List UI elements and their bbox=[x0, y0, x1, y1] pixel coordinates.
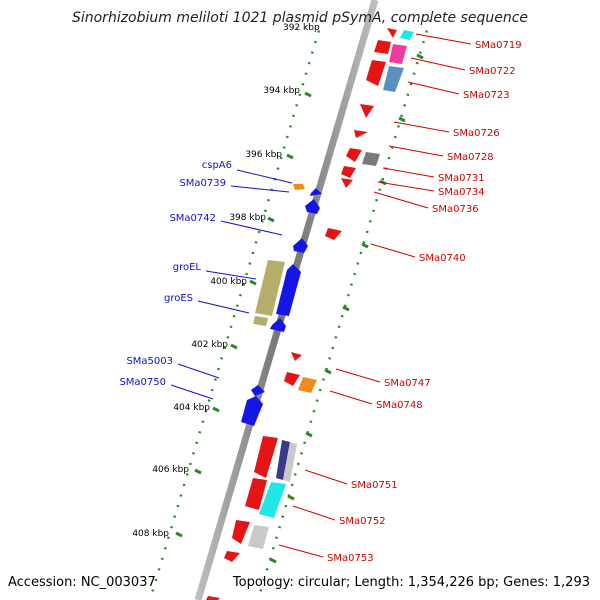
gene-arrow-groEL-yellow bbox=[255, 260, 285, 316]
gene-arrow-SMa0734 bbox=[341, 166, 356, 178]
tick-label-408: 408 kbp bbox=[132, 529, 169, 539]
gene-arrow-SMa0751 bbox=[254, 436, 278, 478]
label-SMa0750: SMa0750 bbox=[119, 377, 166, 388]
outer-dotted-track bbox=[256, 19, 432, 600]
tick-label-398: 398 kbp bbox=[229, 213, 266, 223]
label-SMa5003: SMa5003 bbox=[126, 356, 173, 367]
gene-arrow-SMa0753 bbox=[232, 520, 250, 544]
label-SMa0742: SMa0742 bbox=[169, 213, 216, 224]
reverse-labels: SMa0719 SMa0722 SMa0723 SMa0726 SMa0728 … bbox=[278, 33, 522, 564]
gene-arrow-groEL-blue bbox=[276, 264, 301, 316]
tick-label-394: 394 kbp bbox=[263, 86, 300, 96]
tick-label-406: 406 kbp bbox=[152, 465, 189, 475]
gene-arrow-a bbox=[293, 238, 308, 253]
gene-arrow-SMa0751-navy bbox=[276, 440, 290, 480]
tick-label-402: 402 kbp bbox=[191, 340, 228, 350]
label-SMa0740: SMa0740 bbox=[419, 253, 466, 264]
gene-arrow-SMa0719 bbox=[374, 40, 391, 54]
gene-arrow-top bbox=[387, 28, 397, 38]
tick-label-400: 400 kbp bbox=[210, 277, 247, 287]
tick-label-396: 396 kbp bbox=[245, 150, 282, 160]
gene-arrow-SMa0751-grey bbox=[283, 442, 297, 482]
gene-arrow-SMa0739 bbox=[310, 188, 322, 196]
forward-strand-genes bbox=[241, 184, 322, 426]
gene-arrow-SMa0723 bbox=[383, 66, 404, 92]
label-SMa0747: SMa0747 bbox=[384, 378, 431, 389]
gene-arrow-SMa0747 bbox=[291, 352, 302, 361]
label-SMa0739: SMa0739 bbox=[179, 178, 226, 189]
gene-arrow-SMa0726 bbox=[360, 104, 374, 118]
label-cspA6: cspA6 bbox=[202, 160, 232, 171]
gene-arrow-groES-blue bbox=[270, 318, 286, 332]
forward-labels: cspA6 SMa0739 SMa0742 groEL groES SMa500… bbox=[119, 160, 293, 400]
label-SMa0726: SMa0726 bbox=[453, 128, 500, 139]
reverse-strand-genes bbox=[206, 28, 414, 600]
gene-arrow-SMa0740 bbox=[325, 228, 342, 240]
gene-arrow-groES-yellow bbox=[253, 316, 268, 326]
label-SMa0752: SMa0752 bbox=[339, 516, 386, 527]
gene-arrow-SMa0736 bbox=[341, 178, 353, 188]
gene-arrow-cspA6 bbox=[293, 184, 305, 190]
label-SMa0722: SMa0722 bbox=[469, 66, 516, 77]
label-SMa0723: SMa0723 bbox=[463, 90, 510, 101]
accession-text: Accession: NC_003037 bbox=[8, 575, 156, 590]
gene-arrow-SMa0722 bbox=[366, 60, 386, 86]
gene-arrow-SMa0747-b bbox=[284, 372, 300, 386]
tick-label-404: 404 kbp bbox=[173, 403, 210, 413]
gene-arrow-SMa0728 bbox=[354, 130, 368, 138]
gene-arrow-SMa0731-grey bbox=[362, 152, 380, 166]
gene-arrow-SMa5003 bbox=[251, 385, 265, 396]
gene-arrow-top-cyan bbox=[400, 30, 414, 40]
gene-arrow-SMa0719-magenta bbox=[389, 44, 407, 64]
gene-arrow-SMa0752 bbox=[245, 478, 267, 510]
gene-arrow-SMa0742 bbox=[305, 199, 320, 214]
label-SMa0748: SMa0748 bbox=[376, 400, 423, 411]
topology-text: Topology: circular; Length: 1,354,226 bp… bbox=[232, 575, 590, 590]
label-SMa0719: SMa0719 bbox=[475, 40, 522, 51]
label-groES: groES bbox=[164, 293, 193, 304]
label-SMa0734: SMa0734 bbox=[438, 187, 485, 198]
label-groEL: groEL bbox=[173, 262, 202, 273]
inner-dotted-track bbox=[148, 19, 324, 600]
gene-arrow-edge bbox=[206, 596, 220, 600]
gene-arrow-bottom bbox=[224, 551, 240, 562]
gene-arrow-SMa0750 bbox=[241, 396, 263, 426]
map-title: Sinorhizobium meliloti 1021 plasmid pSym… bbox=[72, 10, 528, 26]
label-SMa0751: SMa0751 bbox=[351, 480, 398, 491]
tick-label-392: 392 kbp bbox=[283, 23, 320, 33]
gene-arrow-SMa0748 bbox=[298, 377, 317, 393]
label-SMa0731: SMa0731 bbox=[438, 173, 485, 184]
label-SMa0736: SMa0736 bbox=[432, 204, 479, 215]
gene-arrow-SMa0731 bbox=[346, 148, 362, 162]
label-SMa0753: SMa0753 bbox=[327, 553, 374, 564]
label-SMa0728: SMa0728 bbox=[447, 152, 494, 163]
gene-arrow-SMa0753-grey bbox=[248, 525, 269, 549]
gene-arrow-SMa0752-cyan bbox=[259, 482, 286, 518]
